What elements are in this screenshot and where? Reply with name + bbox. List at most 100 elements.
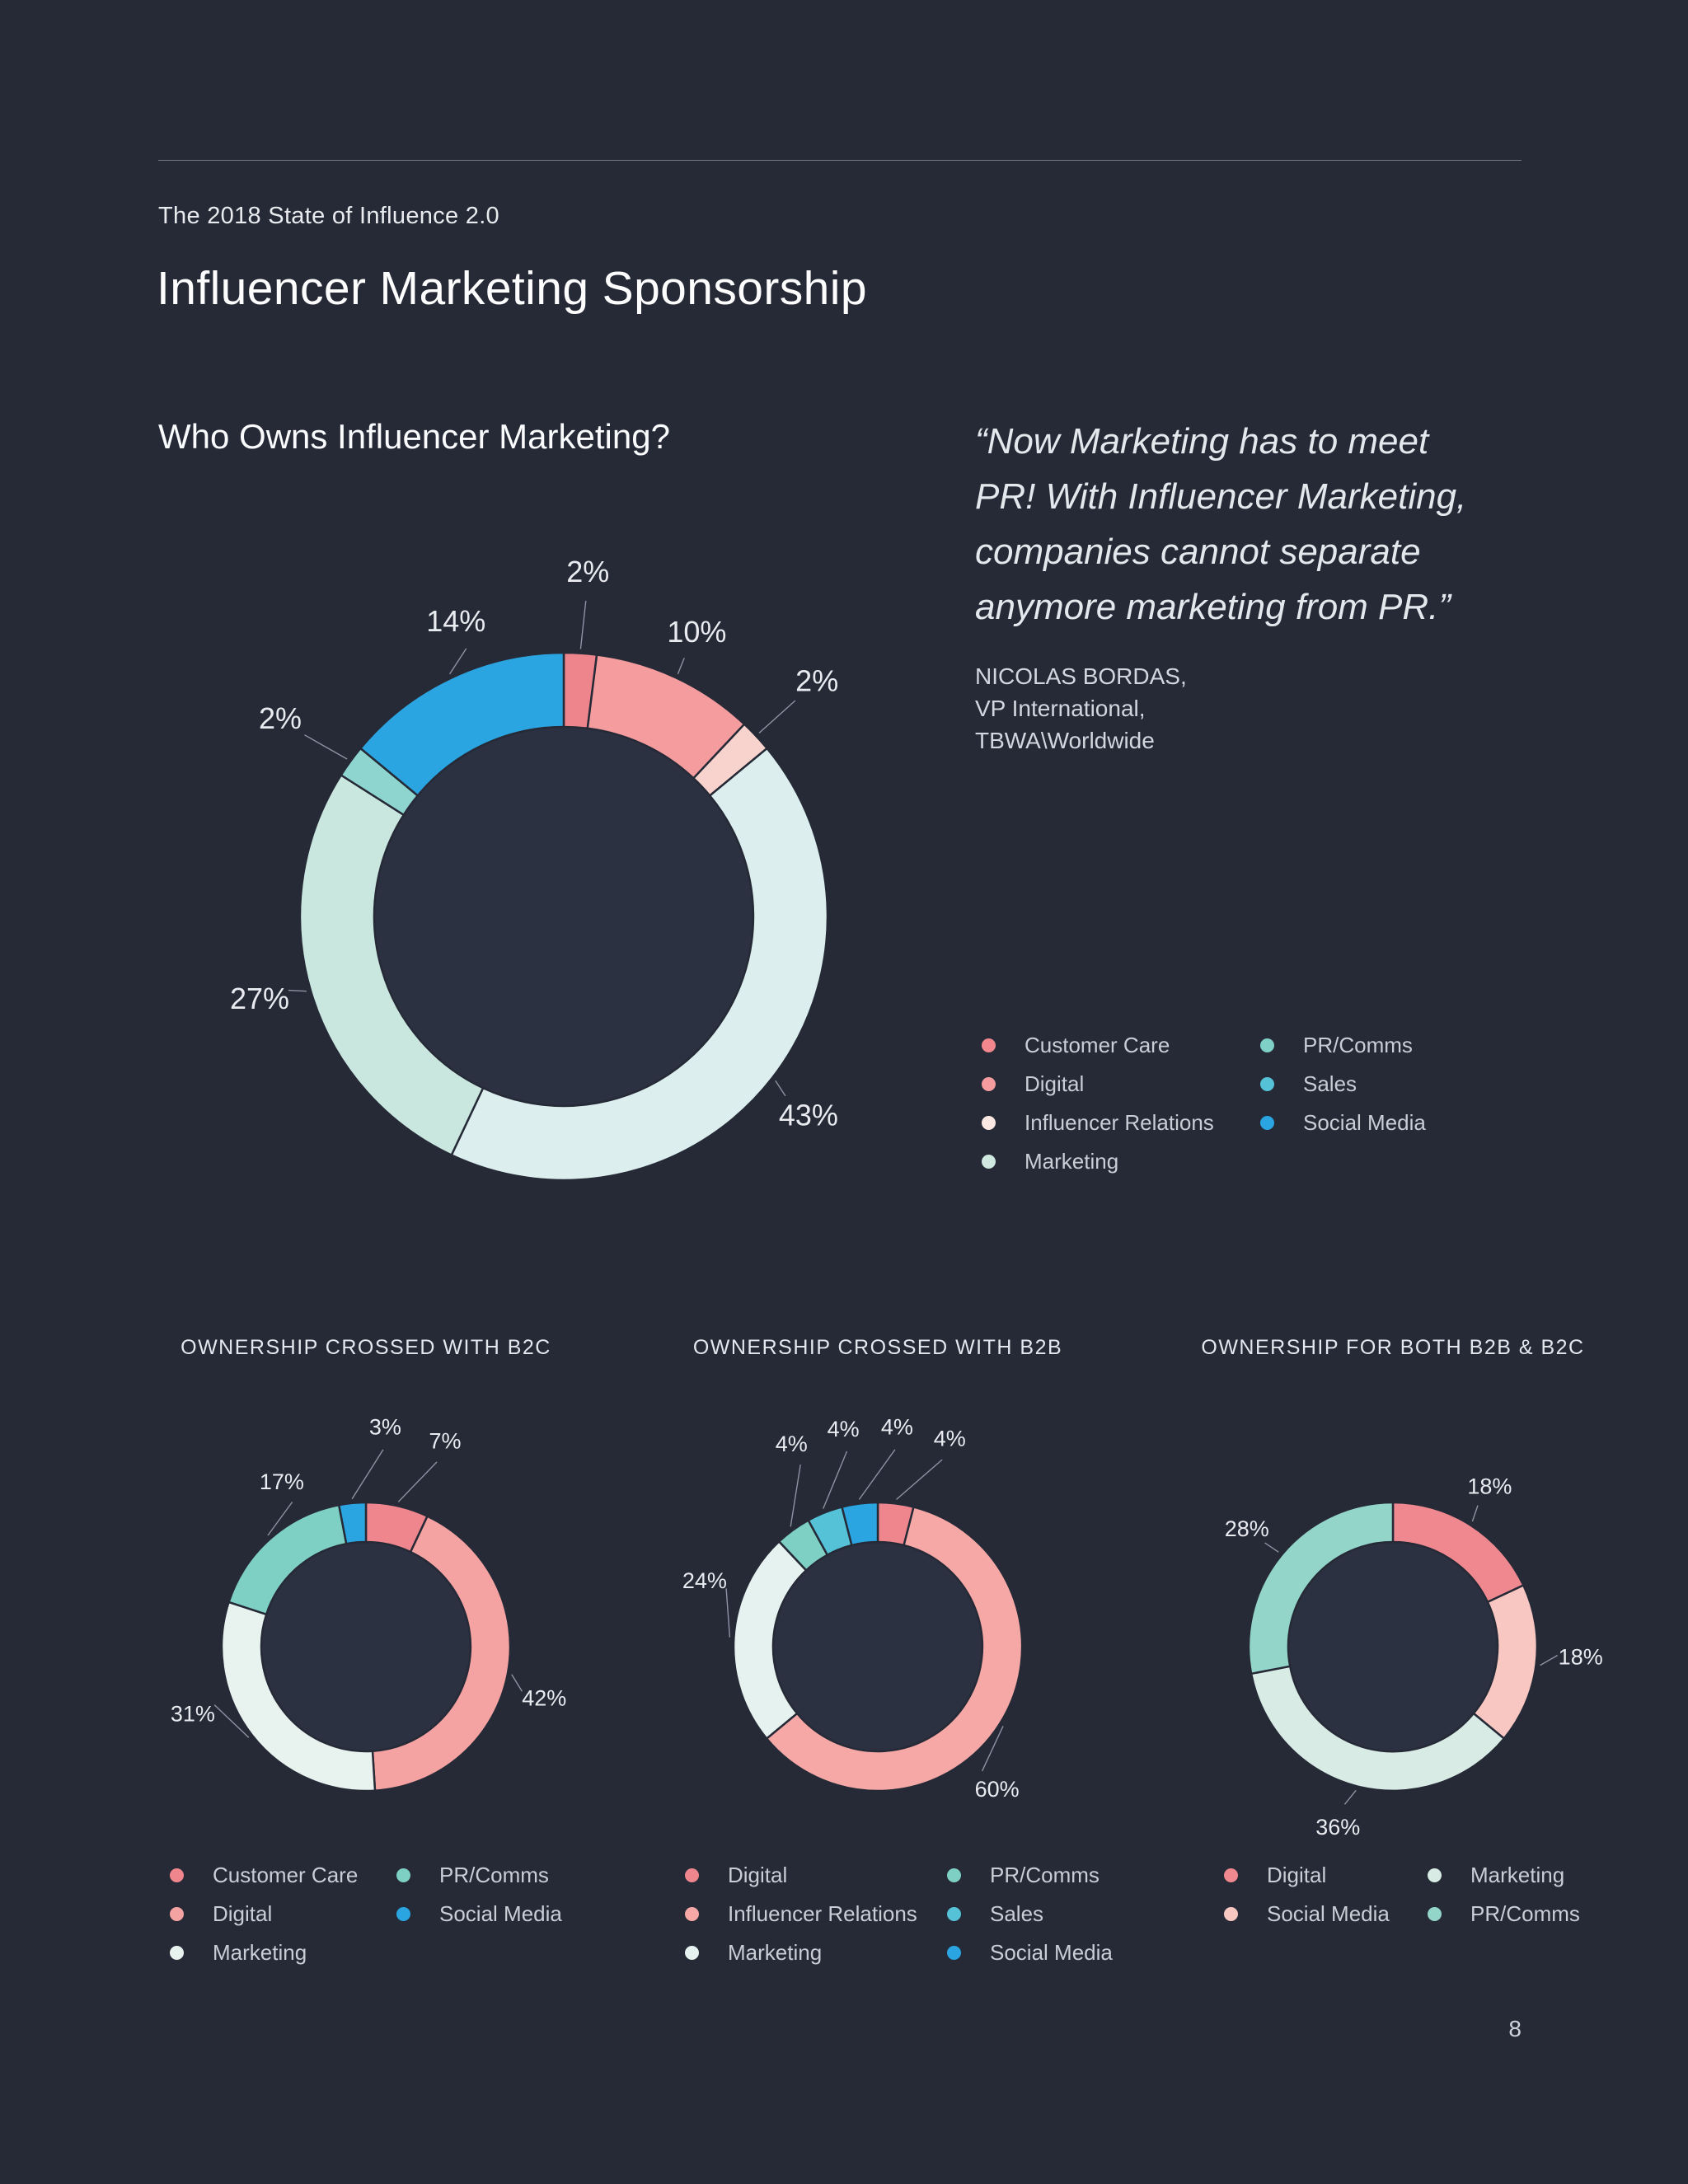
donut-chart-b2c: 7% 42% 31% 17% 3%	[171, 1415, 566, 1793]
legend-dot	[685, 1907, 699, 1921]
slice-leader-line	[758, 700, 796, 734]
legend-label: Sales	[990, 1901, 1044, 1926]
legend-dot	[1224, 1907, 1238, 1921]
donut-hole	[771, 1540, 984, 1753]
legend-dot	[1428, 1868, 1442, 1882]
legend-item: Social Media	[947, 1940, 1113, 1965]
slice-leader-line	[677, 658, 685, 675]
legend-item: Sales	[947, 1901, 1113, 1926]
slice-leader-line	[775, 1080, 786, 1097]
slice-value-label: 43%	[779, 1098, 838, 1132]
slice-value-label: 31%	[171, 1701, 215, 1726]
legend-item: Marketing	[685, 1940, 947, 1965]
slice-value-label: 18%	[1559, 1645, 1603, 1670]
legend-dot	[396, 1868, 410, 1882]
legend-dot	[685, 1946, 699, 1960]
legend-dot	[947, 1907, 961, 1921]
slice-value-label: 36%	[1315, 1815, 1360, 1840]
donut-slice-marketing	[450, 747, 829, 1182]
legend-item: PR/Comms	[1260, 1033, 1426, 1057]
legend-item: PR/Comms	[1428, 1901, 1580, 1926]
quote-line: PR! With Influencer Marketing,	[975, 476, 1467, 517]
legend-item: Social Media	[1224, 1901, 1428, 1926]
legend-label: Customer Care	[1025, 1033, 1170, 1057]
legend-b2c: Customer Care Digital Marketing PR/Comms Soc…	[170, 1863, 562, 1965]
slice-value-label: 27%	[230, 982, 289, 1015]
legend-label: Marketing	[213, 1940, 307, 1965]
legend-b2b: Digital Influencer Relations Marketing PR/C…	[685, 1863, 1113, 1965]
legend-dot	[1260, 1116, 1274, 1130]
slice-leader-line	[725, 1588, 731, 1638]
slice-leader-line	[511, 1674, 523, 1692]
donut-hole	[1287, 1540, 1499, 1753]
slice-value-label: 3%	[369, 1415, 401, 1440]
legend-label: Social Media	[439, 1901, 562, 1926]
attribution-company: TBWA\Worldwide	[975, 728, 1155, 753]
page-number: 8	[1508, 2016, 1522, 2041]
slice-leader-line	[790, 1464, 801, 1527]
chart-title-b2b: OWNERSHIP CROSSED WITH B2B	[692, 1336, 1063, 1359]
legend-dot	[1260, 1038, 1274, 1052]
donut-slice-pr-comms	[298, 773, 485, 1157]
legend-label: Digital	[213, 1901, 273, 1926]
slice-value-label: 4%	[934, 1426, 966, 1451]
legend-dot	[1224, 1868, 1238, 1882]
slice-value-label: 24%	[682, 1568, 727, 1593]
legend-dot	[982, 1155, 996, 1169]
slice-leader-line	[397, 1461, 438, 1502]
legend-item: Customer Care	[982, 1033, 1260, 1057]
legend-item: Marketing	[1428, 1863, 1580, 1887]
slice-value-label: 42%	[522, 1686, 566, 1711]
donut-slice-social-media	[337, 1501, 368, 1545]
page-title: Influencer Marketing Sponsorship	[157, 262, 867, 315]
quote-line: “Now Marketing has to meet	[975, 421, 1429, 462]
slice-value-label: 2%	[259, 701, 302, 735]
donut-hole	[260, 1540, 472, 1753]
report-eyebrow: The 2018 State of Influence 2.0	[158, 203, 499, 229]
legend-dot	[1428, 1907, 1442, 1921]
legend-item: Marketing	[982, 1149, 1260, 1174]
slice-value-label: 28%	[1225, 1516, 1269, 1541]
legend-item: Influencer Relations	[982, 1110, 1260, 1135]
donut-chart-ownership: 2% 10% 2% 43% 27% 2% 14%	[230, 555, 838, 1182]
legend-label: Social Media	[1303, 1110, 1426, 1135]
legend-item: PR/Comms	[396, 1863, 562, 1887]
donut-hole	[373, 725, 755, 1108]
quote-line: anymore marketing from PR.”	[975, 587, 1451, 627]
legend-item: Digital	[170, 1901, 396, 1926]
slice-value-label: 4%	[828, 1417, 860, 1441]
slice-value-label: 18%	[1467, 1474, 1512, 1498]
legend-item: Sales	[1260, 1071, 1426, 1096]
slice-value-label: 10%	[667, 615, 726, 649]
legend-label: Influencer Relations	[728, 1901, 917, 1926]
slice-value-label: 17%	[260, 1469, 304, 1494]
donut-chart-both: 18% 18% 36% 28%	[1225, 1474, 1603, 1840]
slice-leader-line	[1264, 1542, 1279, 1553]
slice-leader-line	[267, 1502, 293, 1536]
legend-dot	[396, 1907, 410, 1921]
legend-label: Digital	[1025, 1071, 1085, 1096]
top-divider	[158, 160, 1522, 161]
legend-dot	[685, 1868, 699, 1882]
slice-value-label: 2%	[566, 555, 609, 588]
legend-dot	[170, 1907, 184, 1921]
legend-label: Digital	[728, 1863, 788, 1887]
legend-label: Marketing	[1025, 1149, 1119, 1174]
donut-slice-social-media	[840, 1501, 879, 1547]
legend-label: Customer Care	[213, 1863, 359, 1887]
donut-slice-digital	[371, 1515, 512, 1793]
donut-chart-b2b: 4% 60% 24% 4% 4% 4%	[682, 1415, 1024, 1802]
legend-dot	[982, 1116, 996, 1130]
legend-dot	[170, 1946, 184, 1960]
main-chart-heading: Who Owns Influencer Marketing?	[158, 417, 670, 456]
slice-leader-line	[449, 648, 467, 675]
slice-value-label: 4%	[776, 1432, 808, 1456]
slice-leader-line	[579, 600, 587, 649]
legend-dot	[170, 1868, 184, 1882]
legend-item: Social Media	[1260, 1110, 1426, 1135]
legend-dot	[947, 1946, 961, 1960]
attribution-role: VP International,	[975, 696, 1146, 721]
legend-label: PR/Comms	[1303, 1033, 1413, 1057]
legend-item: Digital	[685, 1863, 947, 1887]
legend-label: Marketing	[728, 1940, 823, 1965]
